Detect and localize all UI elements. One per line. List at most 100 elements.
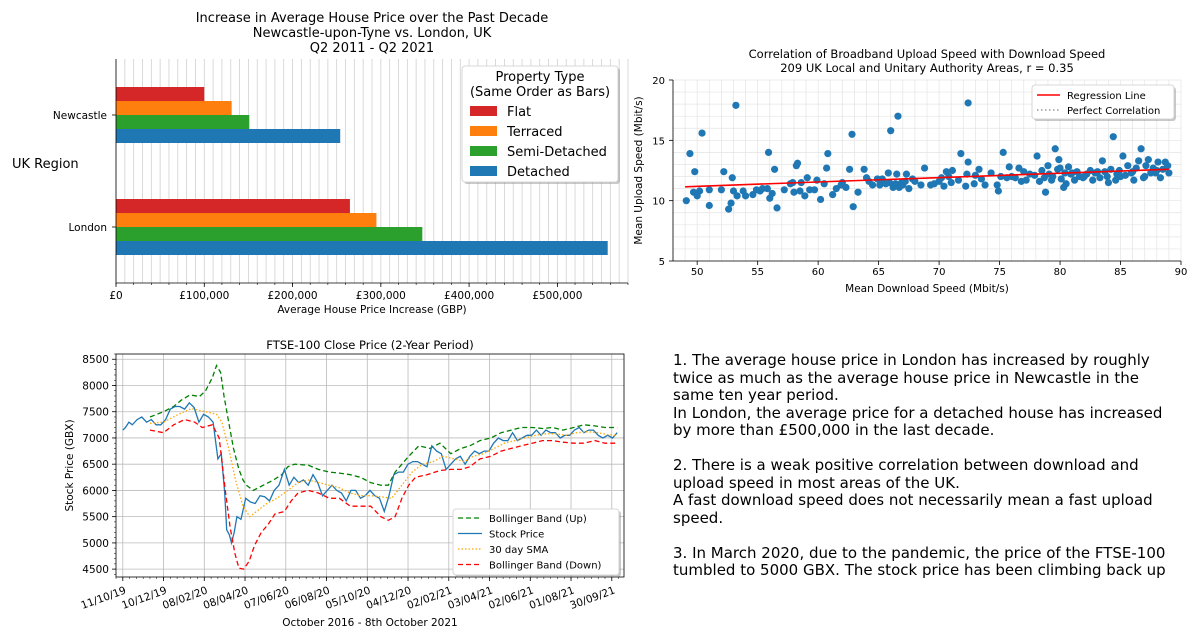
- y-tick-label: 5500: [82, 512, 109, 524]
- x-tick-label: 50: [691, 267, 704, 278]
- y-tick-label: 8000: [82, 380, 109, 392]
- legend-label: Regression Line: [1067, 91, 1146, 102]
- x-tick-label: 65: [872, 267, 885, 278]
- x-tick-label: 05/10/20: [324, 585, 372, 612]
- x-tick-label: £200,000: [267, 290, 317, 302]
- y-tick-label: 10: [652, 197, 665, 208]
- data-point: [1060, 183, 1068, 191]
- data-point: [893, 170, 901, 178]
- series-bollinger-band-up-: [149, 363, 618, 492]
- data-point: [971, 171, 979, 179]
- legend-swatch: [470, 146, 497, 156]
- x-tick-label: 85: [1114, 267, 1127, 278]
- bar-detached-london: [116, 241, 608, 255]
- chart-title-line: Correlation of Broadband Upload Speed wi…: [749, 47, 1106, 61]
- y-tick-label: 6500: [82, 459, 109, 471]
- data-point: [935, 177, 943, 185]
- legend-swatch: [470, 126, 497, 136]
- data-point: [796, 187, 804, 195]
- data-point: [1103, 172, 1111, 181]
- data-point: [1104, 178, 1113, 187]
- data-point: [1109, 133, 1117, 141]
- x-tick-label: £400,000: [444, 290, 494, 302]
- x-tick-label: 06/08/20: [283, 585, 331, 612]
- series-30-day-sma: [149, 407, 618, 518]
- y-tick-label: 5: [659, 257, 665, 268]
- x-axis-label: October 2016 - 8th October 2021: [282, 617, 457, 629]
- x-tick-label: 60: [812, 267, 825, 278]
- data-point: [698, 129, 706, 137]
- legend-label: Semi-Detached: [507, 145, 607, 160]
- data-point: [1098, 157, 1106, 165]
- x-tick-label: 08/04/20: [202, 585, 250, 612]
- data-point: [1020, 168, 1028, 176]
- x-tick-label: 01/08/21: [528, 585, 576, 612]
- data-point: [947, 178, 955, 187]
- x-tick-label: 08/02/20: [161, 585, 209, 612]
- commentary-panel: 1. The average house price in London has…: [673, 351, 1193, 580]
- x-axis-label: Mean Download Speed (Mbit/s): [845, 283, 1009, 295]
- data-point: [1142, 162, 1150, 170]
- x-tick-label: 30/09/21: [568, 585, 616, 612]
- y-tick-label: 4500: [82, 564, 109, 576]
- data-point: [1164, 162, 1172, 170]
- data-point: [829, 191, 837, 199]
- data-point: [1064, 163, 1073, 171]
- data-point: [977, 175, 986, 183]
- data-point: [970, 180, 978, 188]
- y-axis-label: UK Region: [12, 157, 79, 172]
- data-point: [1144, 156, 1152, 164]
- data-point: [720, 168, 728, 176]
- data-point: [920, 164, 929, 172]
- data-point: [860, 165, 868, 173]
- x-tick-label: £300,000: [356, 290, 406, 302]
- category-label: Newcastle: [53, 110, 107, 122]
- bar-detached-newcastle: [116, 129, 341, 143]
- data-point: [682, 197, 690, 205]
- y-axis-label: Stock Price (GBX): [64, 419, 76, 511]
- note-ftse: 3. In March 2020, due to the pandemic, t…: [673, 543, 1166, 579]
- data-point: [845, 165, 854, 173]
- data-point: [994, 187, 1002, 195]
- chart-title-line: Newcastle-upon-Tyne vs. London, UK: [253, 26, 492, 41]
- data-point: [1033, 152, 1041, 160]
- x-tick-label: £100,000: [179, 290, 229, 302]
- legend-title: (Same Order as Bars): [470, 85, 610, 100]
- chart-title: FTSE-100 Close Price (2-Year Period): [266, 338, 473, 352]
- data-point: [727, 199, 735, 207]
- data-point: [997, 172, 1005, 181]
- data-point: [911, 177, 919, 185]
- x-tick-label: 55: [751, 267, 764, 278]
- legend-swatch: [470, 166, 497, 176]
- x-tick-label: 10/12/19: [120, 585, 168, 612]
- data-point: [957, 150, 965, 158]
- data-point: [917, 181, 925, 189]
- data-point: [773, 204, 781, 212]
- data-point: [790, 188, 798, 196]
- data-point: [793, 159, 802, 167]
- data-point: [816, 195, 825, 204]
- legend-label: Terraced: [506, 125, 563, 140]
- bar-semi-detached-london: [116, 227, 423, 241]
- legend-label: Flat: [507, 105, 531, 120]
- x-tick-label: 75: [993, 267, 1006, 278]
- note-broadband: 2. There is a weak positive correlation …: [673, 456, 1153, 527]
- data-point: [1156, 174, 1165, 182]
- data-point: [1041, 188, 1050, 196]
- y-tick-label: 7500: [82, 407, 109, 419]
- x-axis-label: Average House Price Increase (GBP): [277, 304, 466, 316]
- data-point: [902, 170, 911, 178]
- broadband-chart: Correlation of Broadband Upload Speed wi…: [633, 47, 1187, 295]
- data-point: [810, 186, 819, 194]
- legend-swatch: [470, 106, 497, 116]
- data-point: [686, 150, 694, 158]
- y-tick-label: 6000: [82, 485, 109, 497]
- x-tick-label: 80: [1054, 267, 1067, 278]
- data-point: [1124, 162, 1132, 170]
- house-price-chart: Increase in Average House Price over the…: [12, 11, 629, 316]
- data-point: [780, 186, 788, 194]
- data-point: [1055, 156, 1063, 164]
- y-tick-label: 15: [652, 136, 665, 147]
- data-point: [981, 181, 989, 189]
- data-point: [948, 166, 957, 175]
